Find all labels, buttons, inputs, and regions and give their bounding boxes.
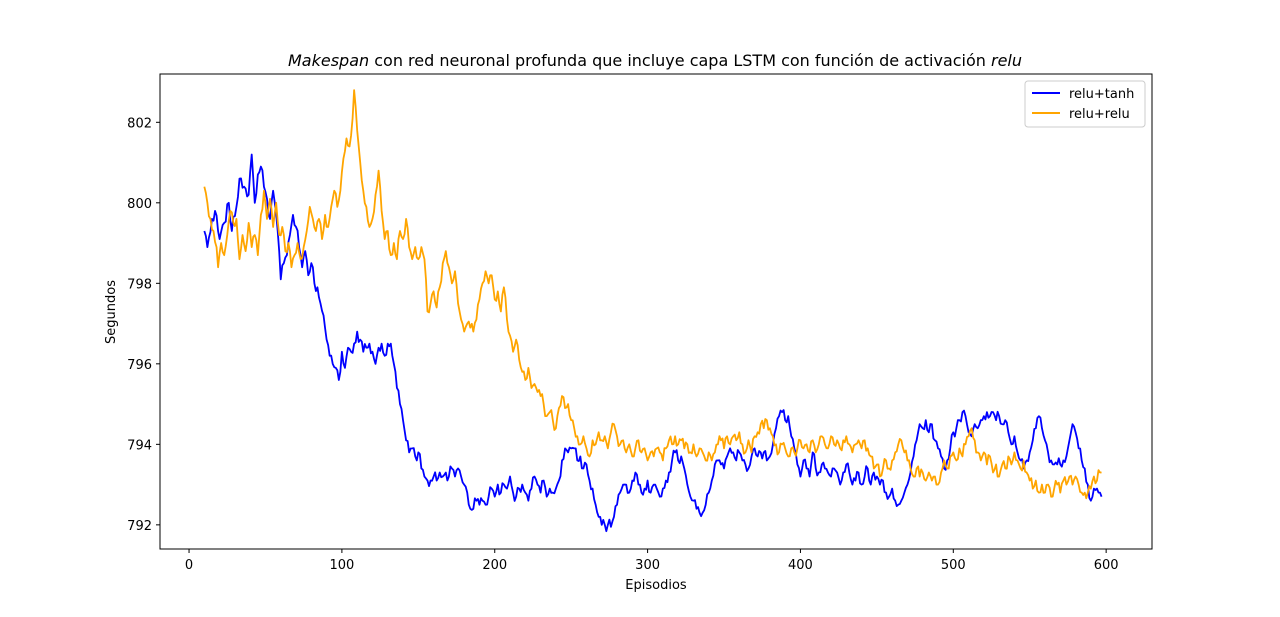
y-axis-ticks: 792 794 796 798 800 802 bbox=[127, 116, 160, 534]
y-tick-label: 796 bbox=[127, 358, 152, 373]
legend-label-relu-tanh: relu+tanh bbox=[1069, 87, 1134, 102]
x-tick-label: 400 bbox=[788, 558, 813, 573]
plot-lines bbox=[203, 89, 1103, 533]
x-tick-label: 300 bbox=[635, 558, 660, 573]
y-tick-label: 802 bbox=[127, 116, 152, 131]
x-tick-label: 100 bbox=[329, 558, 354, 573]
x-axis-label: Episodios bbox=[625, 578, 687, 593]
series-line-relu-relu bbox=[203, 89, 1102, 500]
x-tick-label: 0 bbox=[185, 558, 193, 573]
x-axis-ticks: 0 100 200 300 400 500 600 bbox=[185, 549, 1119, 573]
y-axis-label: Segundos bbox=[104, 280, 119, 344]
title-part-makespan: Makespan bbox=[288, 51, 369, 70]
title-part-relu: relu bbox=[991, 51, 1022, 70]
plot-frame bbox=[159, 73, 1153, 550]
y-tick-label: 792 bbox=[127, 519, 152, 534]
y-tick-label: 798 bbox=[127, 277, 152, 292]
series-line-relu-tanh bbox=[203, 153, 1103, 533]
x-tick-label: 500 bbox=[941, 558, 966, 573]
y-tick-label: 794 bbox=[127, 438, 152, 453]
chart-title: Makespan con red neuronal profunda que i… bbox=[288, 51, 1022, 70]
x-tick-label: 200 bbox=[482, 558, 507, 573]
legend: relu+tanh relu+relu bbox=[1024, 80, 1146, 128]
title-part-middle: con red neuronal profunda que incluye ca… bbox=[369, 51, 991, 70]
y-tick-label: 800 bbox=[127, 197, 152, 212]
legend-label-relu-relu: relu+relu bbox=[1069, 107, 1130, 122]
x-tick-label: 600 bbox=[1094, 558, 1119, 573]
